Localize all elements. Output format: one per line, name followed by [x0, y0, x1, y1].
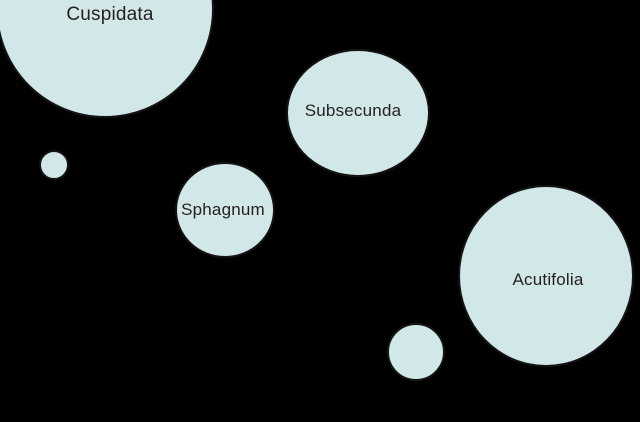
bubble: Subsecunda — [286, 49, 430, 177]
bubble — [387, 323, 445, 381]
bubble-label: Subsecunda — [304, 101, 402, 120]
bubble-label: Acutifolia — [512, 270, 584, 289]
bubble-label: Sphagnum — [181, 200, 265, 219]
bubble — [39, 150, 69, 180]
bubble: Cuspidata — [0, 0, 214, 118]
bubble: Acutifolia — [458, 185, 634, 367]
bubble: Sphagnum — [175, 162, 275, 258]
bubble-label: Cuspidata — [66, 4, 154, 25]
